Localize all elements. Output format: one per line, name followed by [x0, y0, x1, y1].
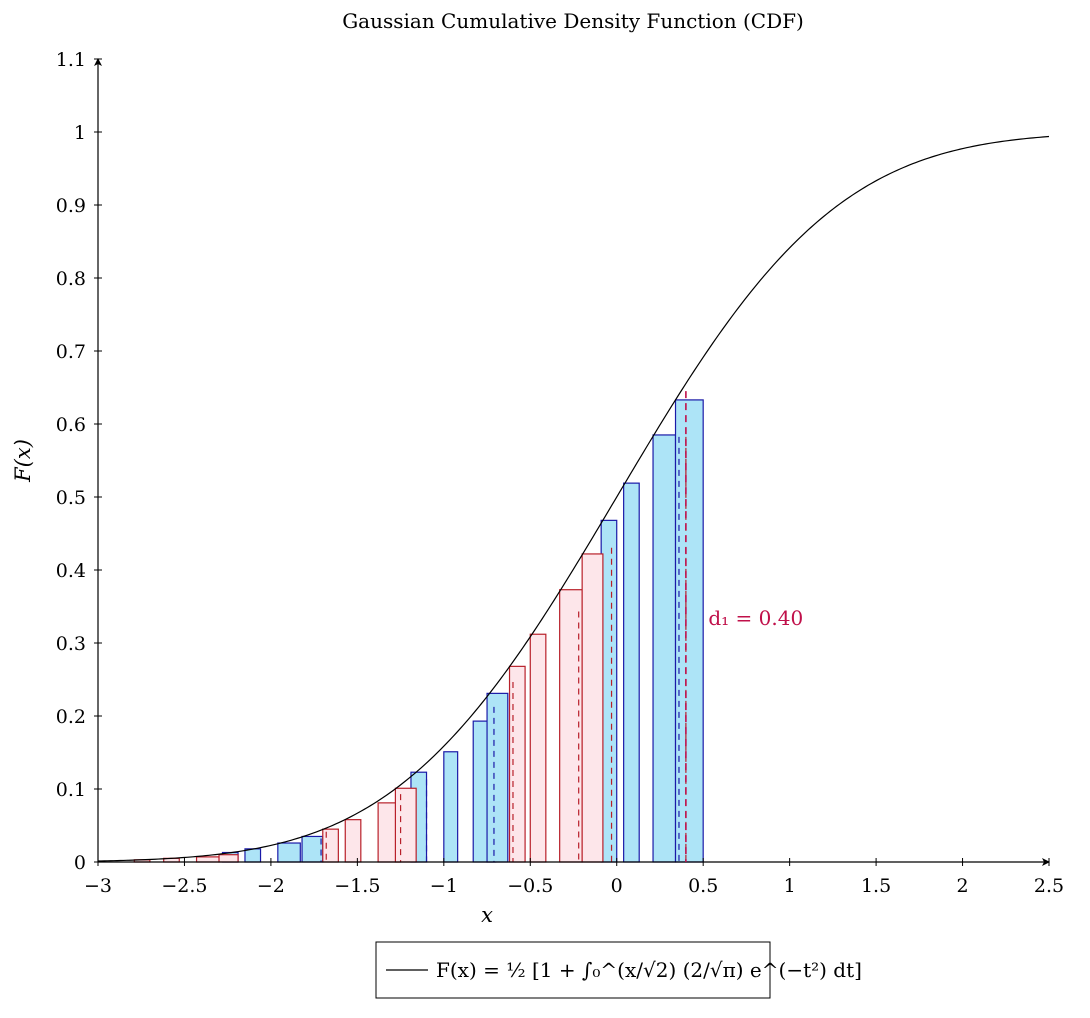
y-tick-label: 1.1 [56, 49, 86, 71]
y-tick-label: 0.4 [56, 560, 86, 582]
y-tick-label: 1 [74, 122, 86, 144]
y-tick-label: 0.7 [56, 341, 86, 363]
x-axis-arrow [1042, 858, 1050, 866]
x-tick-label: 0 [611, 875, 623, 897]
x-tick-label: 2 [956, 875, 968, 897]
legend-label: F(x) = ½ [1 + ∫₀^(x/√2) (2/√π) e^(−t²) d… [436, 958, 862, 982]
x-ticks: −3 −2.5 −2 −1.5 −1 −0.5 0 0.5 1 1.5 2 2.5 [84, 858, 1064, 897]
x-tick-label: −2 [257, 875, 285, 897]
y-axis-arrow [94, 58, 102, 66]
bar [394, 787, 417, 863]
x-axis-label: x [481, 903, 493, 927]
bar [508, 665, 526, 863]
y-tick-label: 0.5 [56, 487, 86, 509]
bar [277, 842, 301, 863]
x-tick-label: 0.5 [688, 875, 718, 897]
y-tick-label: 0.2 [56, 706, 86, 728]
bar [486, 692, 509, 863]
legend: F(x) = ½ [1 + ∫₀^(x/√2) (2/√π) e^(−t²) d… [375, 941, 862, 999]
bar [652, 434, 677, 863]
y-tick-label: 0.9 [56, 195, 86, 217]
y-tick-label: 0.3 [56, 633, 86, 655]
bar [674, 399, 704, 863]
bar [443, 751, 459, 863]
x-tick-label: 1.5 [861, 875, 891, 897]
y-tick-label: 0 [74, 852, 86, 874]
x-tick-label: −0.5 [507, 875, 553, 897]
bar [600, 519, 618, 863]
cdf-curve [97, 135, 1050, 862]
x-tick-label: −2.5 [161, 875, 207, 897]
y-axis-label: F(x) [11, 439, 35, 483]
x-tick-label: 1 [784, 875, 796, 897]
d1-annotation: d₁ = 0.40 [708, 606, 803, 630]
y-tick-label: 0.6 [56, 414, 86, 436]
bar [218, 854, 239, 863]
bar [195, 856, 220, 863]
x-tick-label: −1.5 [334, 875, 380, 897]
y-tick-label: 0.8 [56, 268, 86, 290]
bar [244, 848, 262, 863]
bars-layer [133, 399, 704, 863]
bar [322, 828, 339, 863]
x-tick-label: −3 [84, 875, 112, 897]
bar [301, 835, 324, 863]
y-tick-label: 0.1 [56, 779, 86, 801]
y-ticks: 0 0.1 0.2 0.3 0.4 0.5 0.6 0.7 0.8 0.9 1 1.1 [56, 49, 102, 874]
bar [344, 819, 362, 863]
chart-title: Gaussian Cumulative Density Function (CD… [342, 9, 804, 33]
bar [623, 482, 640, 863]
legend-box [375, 941, 771, 999]
bar [529, 633, 547, 863]
axes [94, 58, 1050, 866]
x-tick-label: −1 [430, 875, 458, 897]
x-tick-label: 2.5 [1034, 875, 1064, 897]
bar [581, 553, 604, 863]
